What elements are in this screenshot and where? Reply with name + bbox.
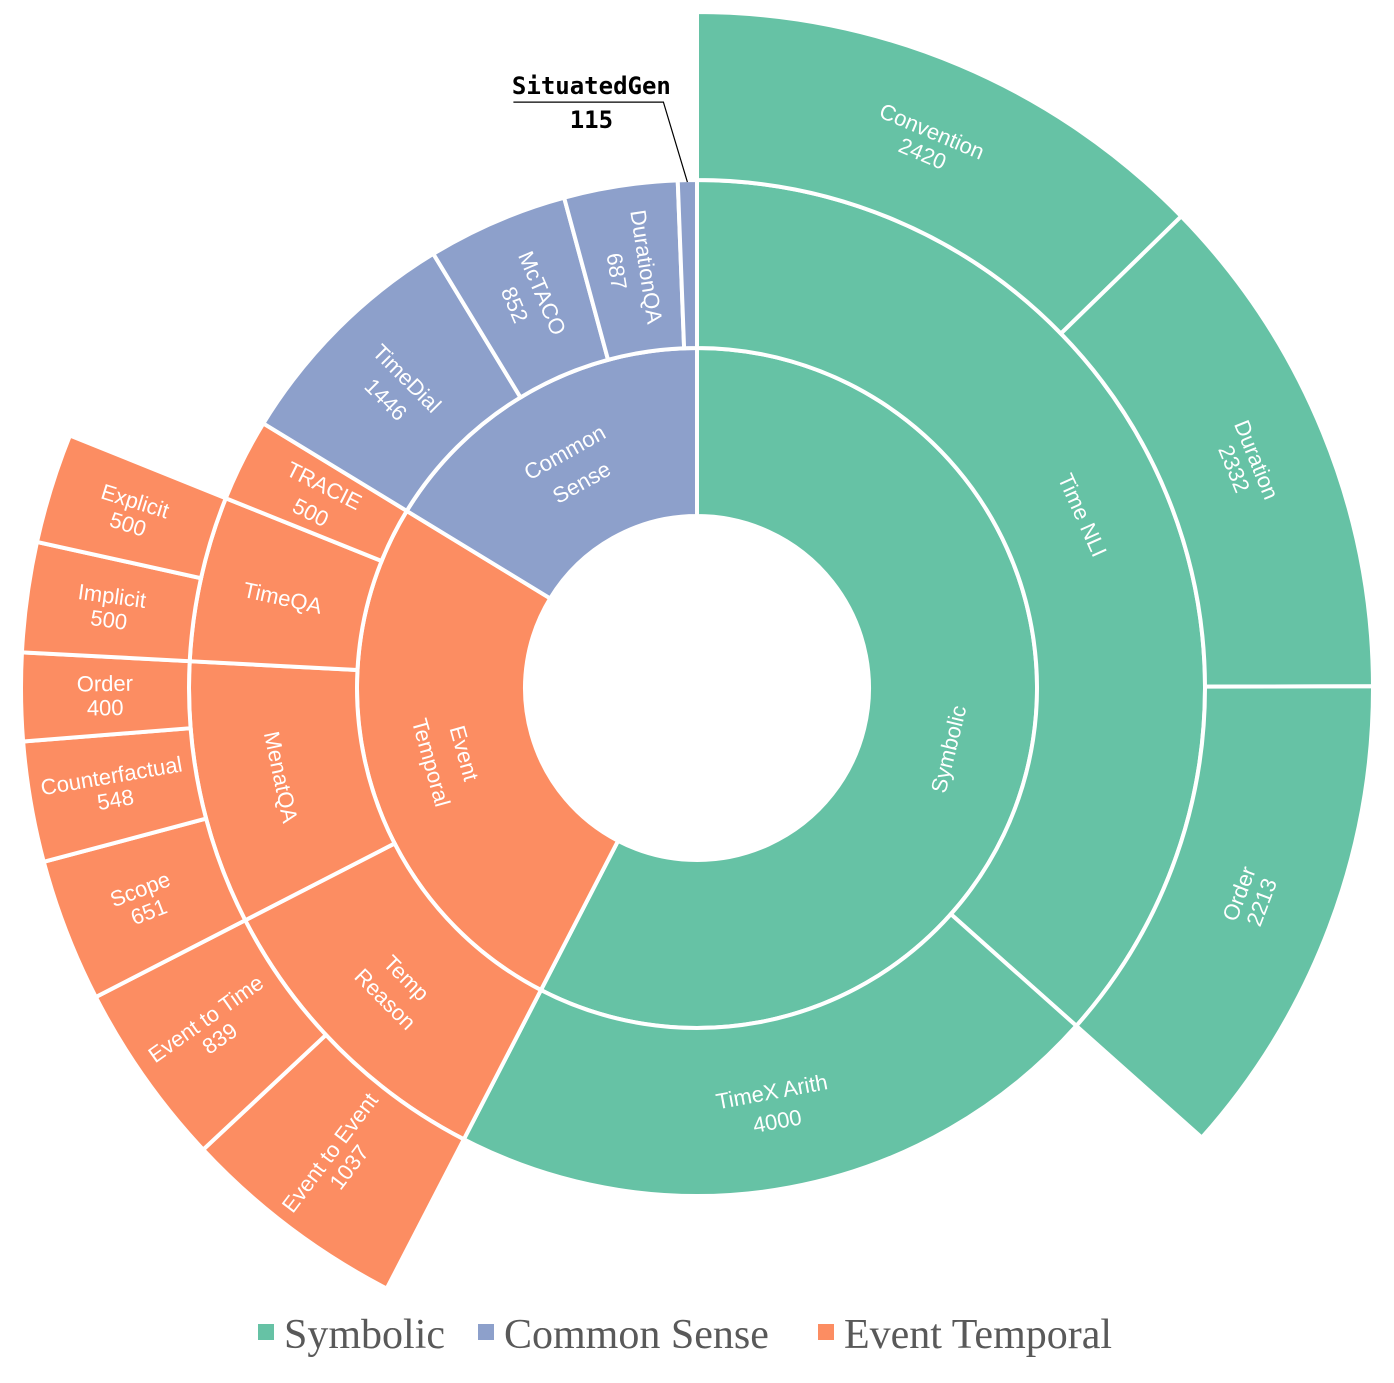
- legend-label-event-temporal: Event Temporal: [844, 1312, 1112, 1358]
- callout-line-situatedgen: [513, 101, 688, 183]
- sunburst-callouts: SituatedGen 115: [512, 72, 688, 183]
- label-event-temporal-menatqa-order-1: 400: [87, 695, 124, 720]
- callout-label-situatedgen-1: 115: [570, 106, 613, 134]
- legend-label-symbolic: Symbolic: [284, 1312, 445, 1358]
- legend-swatch-symbolic: [258, 1324, 274, 1340]
- sunburst-segments: [19, 9, 1376, 1292]
- label-event-temporal-menatqa-counterfactual-1: 548: [95, 784, 135, 815]
- legend-swatch-event-temporal: [818, 1324, 834, 1340]
- segment-symbolic-timex-arith: [461, 911, 1080, 1198]
- legend-label-common-sense: Common Sense: [504, 1312, 769, 1358]
- label-event-temporal-timeqa-implicit-1: 500: [89, 605, 129, 635]
- segment-event-temporal-timeqa-explicit: [34, 432, 229, 581]
- label-common-sense-durationqa-1: 687: [602, 251, 632, 291]
- segment-common-sense-situatedgen: [675, 177, 699, 351]
- legend: Symbolic Common Sense Event Temporal: [258, 1312, 1112, 1358]
- callout-label-situatedgen-0: SituatedGen: [512, 72, 671, 100]
- segment-symbolic-time-nli-order: [1073, 684, 1376, 1141]
- label-event-temporal-menatqa-order-0: Order: [77, 671, 134, 697]
- legend-swatch-common-sense: [478, 1324, 494, 1340]
